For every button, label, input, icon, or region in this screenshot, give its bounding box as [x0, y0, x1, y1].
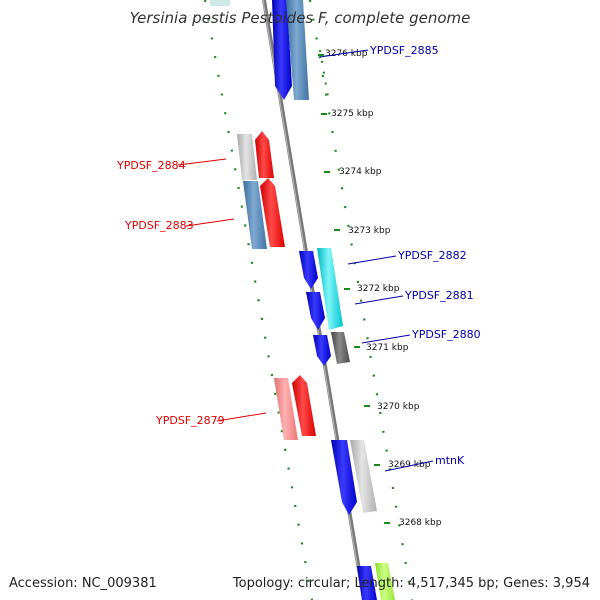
gene-ypdsf-2885[interactable] [272, 0, 292, 100]
gene-ypdsf-2883[interactable] [260, 178, 285, 247]
kbp-label-3273: 3273 kbp [348, 226, 391, 236]
kbp-label-3268: 3268 kbp [399, 518, 442, 528]
gene-ypdsf-2880-cog [331, 332, 350, 364]
gene-bottom-lime [375, 563, 395, 600]
gene-ypdsf-2882[interactable] [299, 251, 318, 289]
gene-mtnk[interactable] [331, 440, 357, 515]
gene-ypdsf-2881[interactable] [306, 292, 325, 330]
gene-ypdsf-2880[interactable] [313, 335, 331, 366]
gene-ypdsf-2884-cog [237, 134, 257, 180]
inner-dotted-guide [203, 0, 314, 600]
gene-label-ypdsf-2881[interactable]: YPDSF_2881 [404, 289, 474, 302]
gene-label-ypdsf-2884[interactable]: YPDSF_2884 [116, 159, 186, 172]
gene-label-ypdsf-2882[interactable]: YPDSF_2882 [397, 249, 467, 262]
gene-ypdsf-2879-cog [274, 378, 298, 440]
accession-label: Accession: NC_009381 [9, 576, 157, 591]
outer-dotted-guide [308, 0, 414, 600]
kbp-label-3271: 3271 kbp [366, 343, 409, 353]
tick-marks [318, 54, 390, 524]
kbp-label-3274: 3274 kbp [339, 167, 382, 177]
kbp-label-3270: 3270 kbp [377, 402, 420, 412]
gene-ypdsf-2883-cog [243, 181, 267, 249]
kbp-label-3276: 3276 kbp [325, 49, 368, 59]
outer-top-segment [319, 49, 329, 98]
gene-mtnk-cog [350, 440, 377, 513]
gene-label-ypdsf-2883[interactable]: YPDSF_2883 [124, 219, 194, 232]
kbp-label-3269: 3269 kbp [388, 460, 431, 470]
top-faint-segment [210, 0, 230, 6]
gene-label-ypdsf-2885[interactable]: YPDSF_2885 [369, 44, 439, 57]
gene-ypdsf-2884[interactable] [255, 131, 274, 178]
gene-label-ypdsf-2879[interactable]: YPDSF_2879 [155, 414, 225, 427]
label-leaders [177, 49, 434, 472]
gene-ypdsf-2885-cog [286, 0, 309, 100]
gene-label-mtnk[interactable]: mtnK [435, 454, 465, 467]
genome-stats-label: Topology: circular; Length: 4,517,345 bp… [232, 576, 590, 591]
map-title: Yersinia pestis Pestoides F, complete ge… [130, 9, 471, 27]
gene-bottom-blue [357, 566, 377, 600]
gene-ypdsf-2882-cog [317, 248, 343, 330]
gene-ypdsf-2879[interactable] [292, 375, 316, 436]
gene-label-ypdsf-2880[interactable]: YPDSF_2880 [411, 328, 481, 341]
kbp-label-3275: 3275 kbp [331, 109, 374, 119]
kbp-label-3272: 3272 kbp [357, 284, 400, 294]
